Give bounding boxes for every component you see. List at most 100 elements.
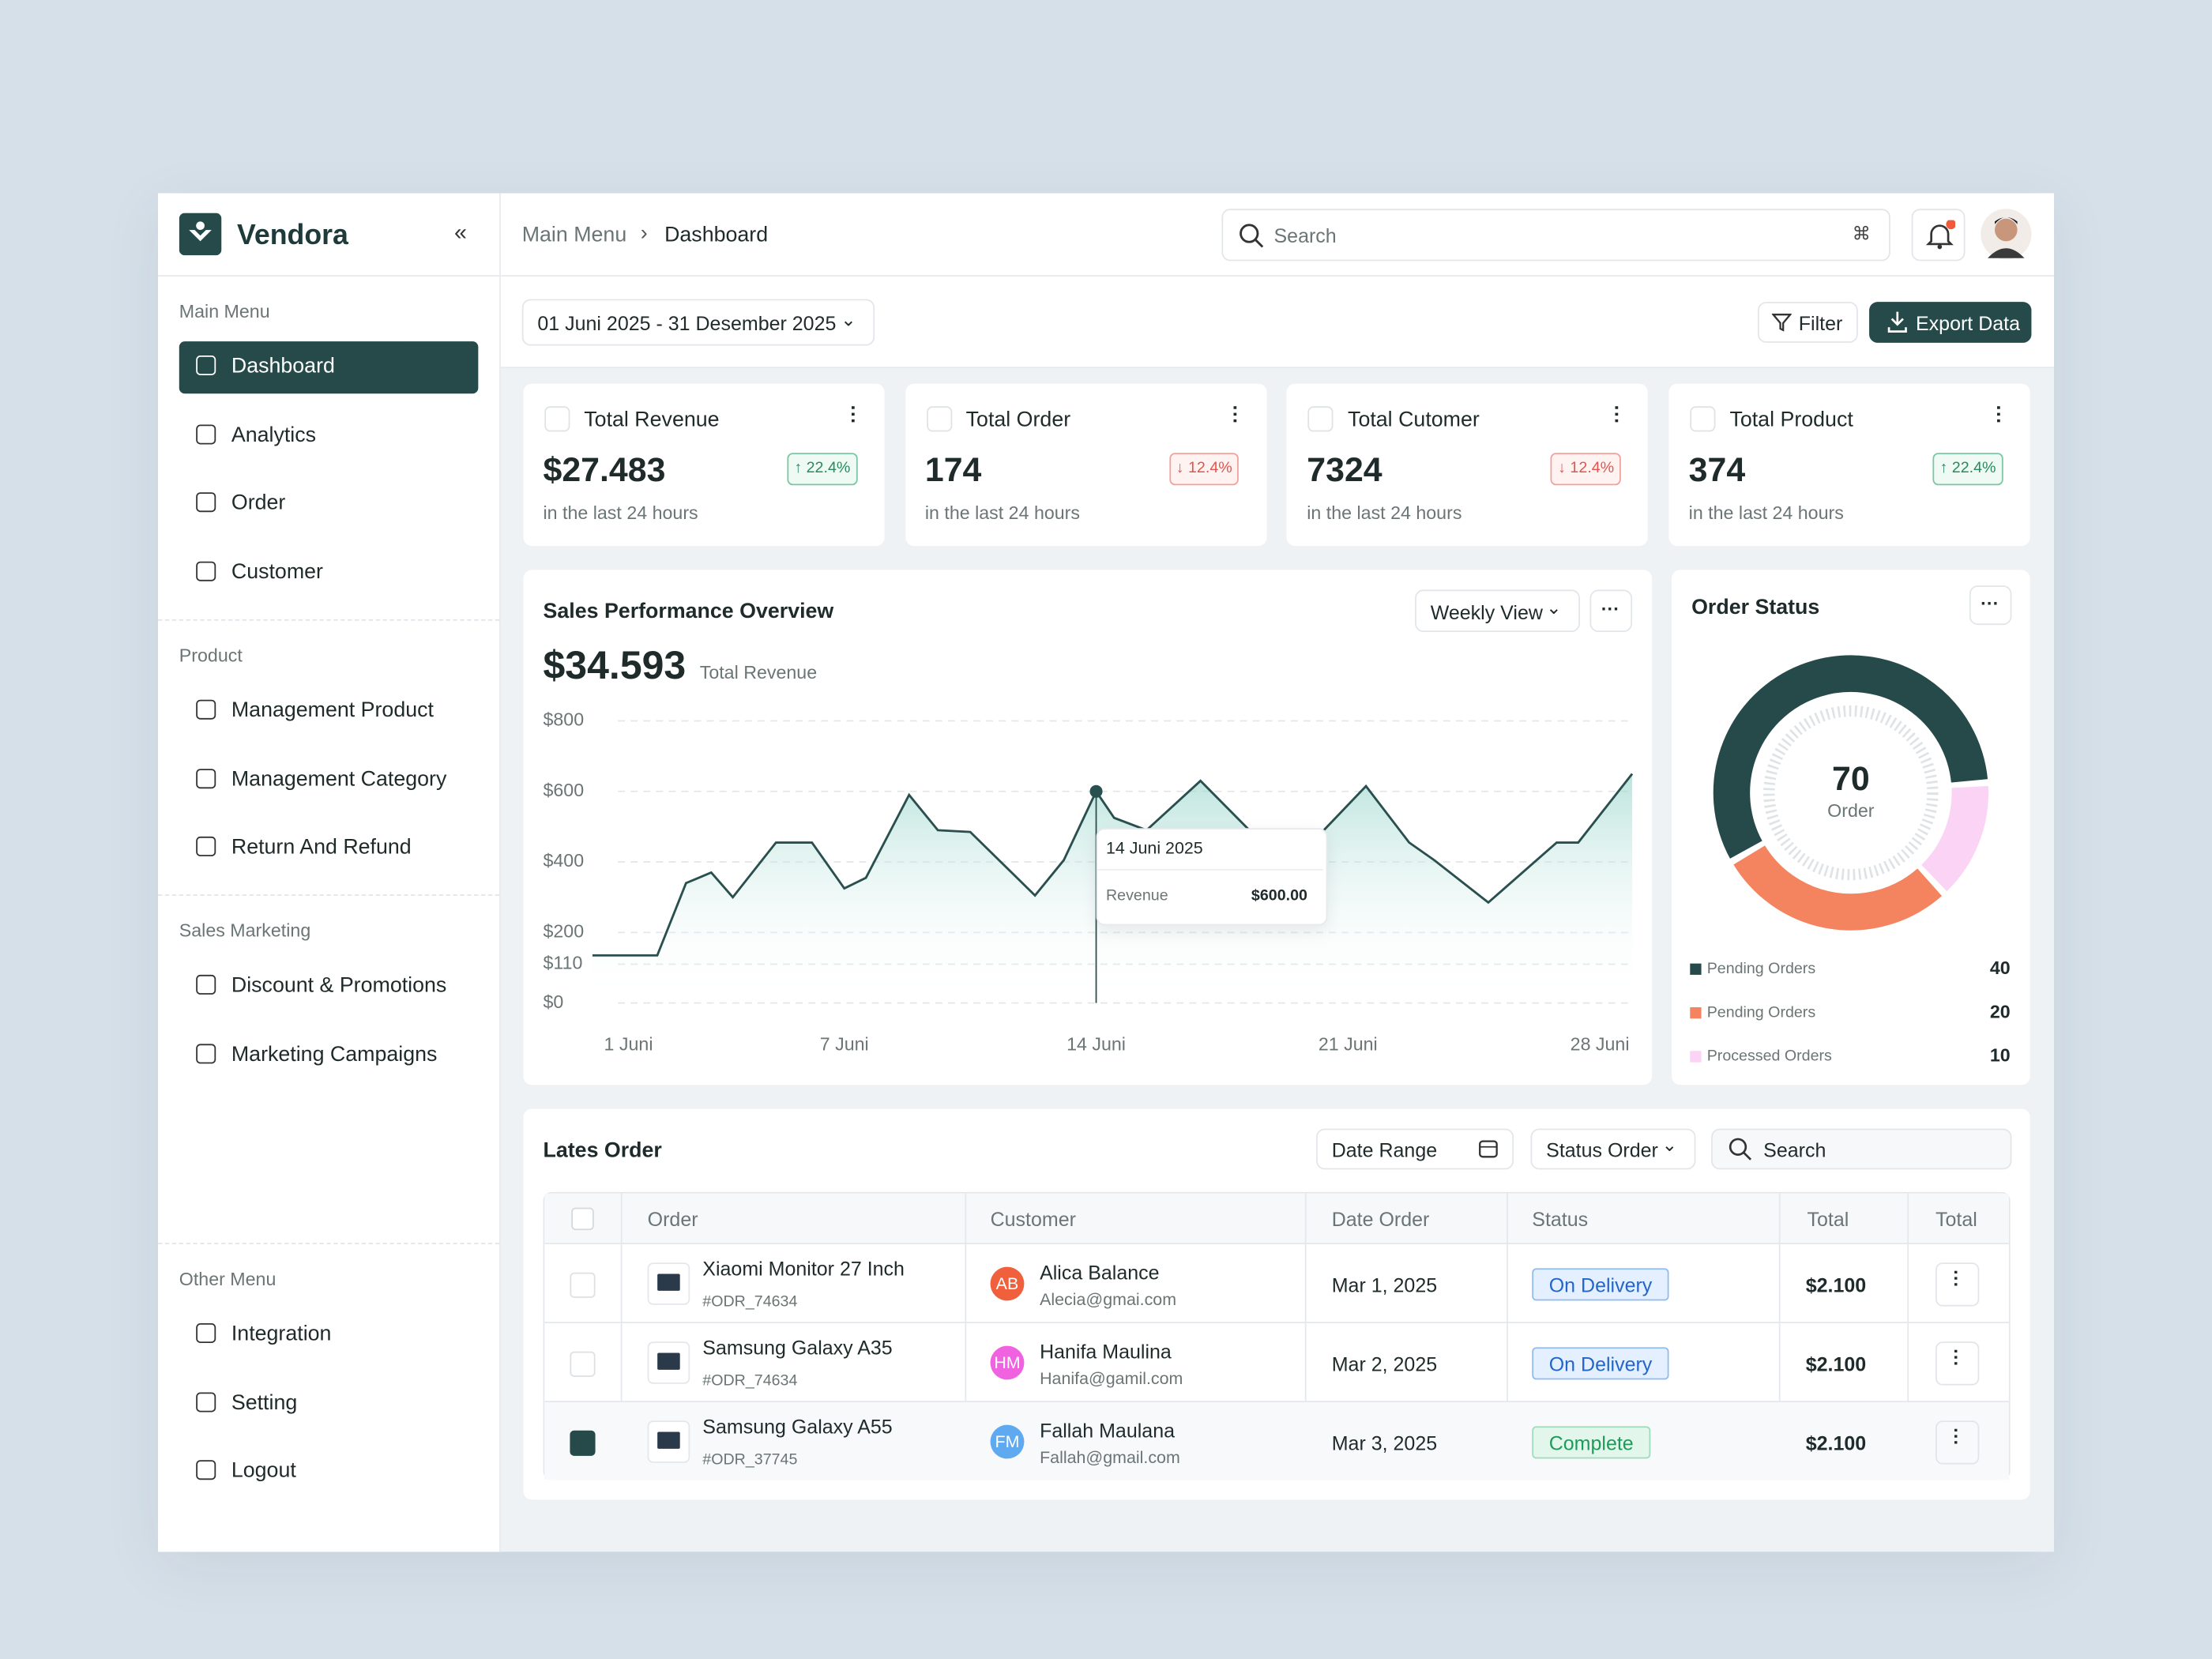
menu-icon[interactable]: ···	[1605, 404, 1629, 425]
card-title: Lates Order	[543, 1138, 662, 1163]
separator	[157, 619, 500, 621]
product-image	[657, 1431, 680, 1449]
column-header[interactable]: Order	[647, 1207, 698, 1231]
donut-label: Order	[1827, 799, 1875, 822]
nav-icon	[196, 768, 216, 788]
status-filter[interactable]	[1530, 1128, 1696, 1170]
column-divider	[1907, 1193, 1909, 1479]
checkbox[interactable]	[570, 1272, 596, 1298]
nav-item[interactable]: Order	[231, 491, 286, 516]
change-badge: ↑ 22.4%	[787, 453, 858, 486]
brand: Vendora	[236, 220, 348, 251]
nav-icon	[196, 561, 216, 581]
legend-swatch	[1690, 1006, 1702, 1019]
legend-value: 10	[1990, 1045, 2011, 1066]
nav-icon	[196, 1460, 216, 1480]
action-button[interactable]	[1935, 1262, 1980, 1307]
date-filter[interactable]	[1316, 1128, 1514, 1170]
donut-total: 70	[1832, 760, 1870, 799]
card-note: in the last 24 hours	[1307, 502, 1462, 524]
legend-value: 20	[1990, 1001, 2011, 1021]
nav-item[interactable]: Management Category	[231, 766, 447, 792]
column-header[interactable]: Total	[1935, 1207, 1977, 1231]
collapse-button[interactable]: «	[453, 221, 467, 246]
x-tick-label: 7 Juni	[820, 1033, 869, 1054]
separator	[157, 1243, 500, 1244]
column-header[interactable]: Status	[1532, 1207, 1589, 1231]
order-date: Mar 1, 2025	[1331, 1273, 1438, 1297]
x-tick-label: 21 Juni	[1319, 1033, 1378, 1054]
chevron: ⌄	[841, 309, 856, 330]
notification-button[interactable]	[1911, 209, 1966, 261]
total-value: $34.593	[543, 643, 687, 687]
nav-item[interactable]: Management Product	[231, 698, 434, 723]
checkbox[interactable]	[570, 1430, 596, 1456]
customer-email: Hanifa@gamil.com	[1040, 1368, 1183, 1389]
checkbox[interactable]	[571, 1207, 594, 1231]
separator	[157, 894, 500, 896]
nav-item[interactable]: Return And Refund	[231, 835, 412, 860]
nav-item[interactable]: Dashboard	[231, 354, 335, 378]
view-select[interactable]	[1415, 589, 1580, 632]
nav-item[interactable]: Analytics	[231, 422, 317, 447]
change-badge: ↓ 12.4%	[1168, 453, 1240, 486]
date-range-picker[interactable]	[521, 299, 875, 346]
divider	[500, 275, 2054, 276]
action-button[interactable]	[1935, 1420, 1980, 1465]
nav-item[interactable]: Customer	[231, 559, 323, 584]
filter-label: Date Range	[1331, 1138, 1438, 1161]
status-badge: On Delivery	[1532, 1347, 1669, 1380]
nav-icon	[196, 699, 216, 720]
order-total: $2.100	[1805, 1352, 1867, 1376]
search-box[interactable]	[1221, 209, 1890, 261]
divider	[1097, 868, 1323, 871]
table-search[interactable]	[1711, 1128, 2012, 1170]
y-tick-label: $800	[543, 709, 584, 730]
column-header[interactable]: Total	[1807, 1207, 1849, 1231]
nav-item[interactable]: Marketing Campaigns	[231, 1041, 438, 1066]
active-item[interactable]	[179, 341, 479, 394]
date-range: 01 Juni 2025 - 31 Desember 2025	[537, 311, 837, 335]
breadcrumb[interactable]: Main Menu	[521, 223, 627, 247]
product-name: Samsung Galaxy A55	[702, 1415, 893, 1438]
breadcrumb-separator: ›	[640, 221, 648, 246]
customer-email: Fallah@gmail.com	[1040, 1447, 1180, 1468]
column-header[interactable]: Date Order	[1331, 1207, 1430, 1231]
nav-item[interactable]: Setting	[231, 1390, 298, 1415]
menu-icon[interactable]: ···	[842, 404, 865, 425]
filter-button[interactable]	[1757, 302, 1858, 343]
donut-segment	[1919, 784, 1990, 893]
status-badge: On Delivery	[1532, 1268, 1669, 1301]
export-label: Export Data	[1915, 311, 2021, 335]
legend-label: Processed Orders	[1707, 1048, 1832, 1065]
product-name: Samsung Galaxy A35	[702, 1336, 893, 1359]
customer-email: Alecia@gmai.com	[1040, 1289, 1177, 1310]
more-button[interactable]	[1589, 589, 1633, 632]
product-image	[657, 1273, 680, 1291]
nav-item[interactable]: Integration	[231, 1322, 332, 1346]
action-button[interactable]	[1935, 1341, 1980, 1386]
breadcrumb[interactable]: Dashboard	[664, 223, 769, 247]
column-header[interactable]: Customer	[990, 1207, 1076, 1231]
column-divider	[1304, 1193, 1307, 1479]
section-title: Sales Marketing	[179, 920, 311, 942]
section-title: Main Menu	[179, 300, 270, 322]
legend-label: Pending Orders	[1707, 960, 1816, 977]
menu-icon[interactable]: ···	[1224, 404, 1247, 425]
legend-swatch	[1690, 1051, 1702, 1063]
more-icon: ···	[1981, 592, 1999, 614]
checkbox[interactable]	[570, 1351, 596, 1377]
nav-icon	[196, 423, 216, 444]
menu-icon[interactable]: ···	[1988, 404, 2011, 425]
search-icon	[1240, 224, 1264, 248]
avatar[interactable]	[1981, 207, 2032, 261]
nav-item[interactable]: Logout	[231, 1458, 296, 1484]
view-label: Weekly View	[1430, 600, 1543, 624]
card-icon	[926, 406, 952, 432]
nav-item[interactable]: Discount & Promotions	[231, 973, 447, 998]
card-title: Total Revenue	[584, 408, 720, 432]
calendar-icon	[1479, 1140, 1498, 1158]
more-button[interactable]	[1969, 585, 2012, 626]
